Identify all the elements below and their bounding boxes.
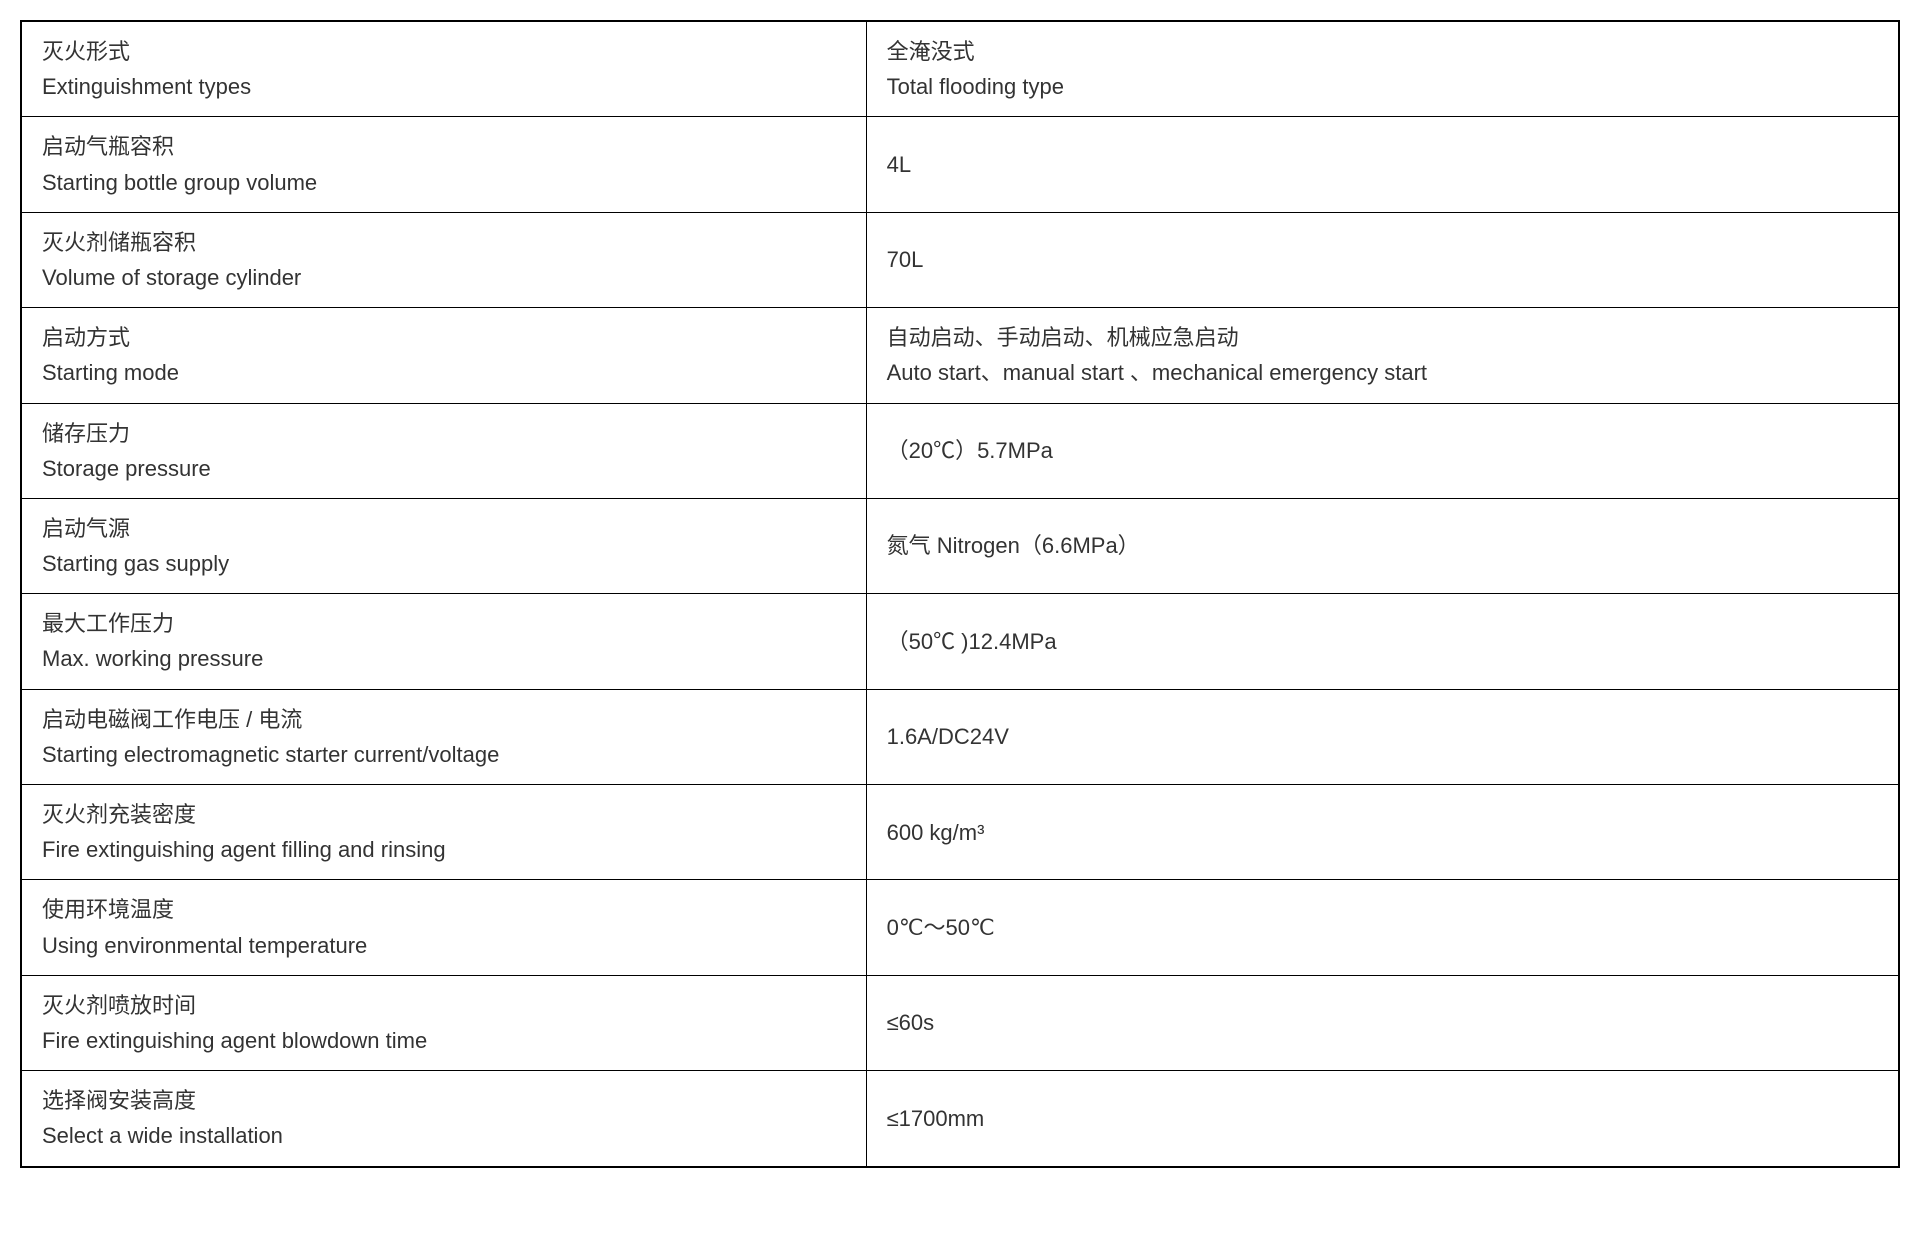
label-cell: 最大工作压力 Max. working pressure (21, 594, 866, 689)
table-row: 使用环境温度 Using environmental temperature 0… (21, 880, 1899, 975)
table-row: 启动气瓶容积 Starting bottle group volume 4L (21, 117, 1899, 212)
value-text: ≤1700mm (887, 1106, 985, 1131)
label-english: Extinguishment types (42, 69, 846, 104)
label-chinese: 储存压力 (42, 416, 846, 451)
label-english: Starting bottle group volume (42, 165, 846, 200)
label-chinese: 启动气源 (42, 511, 846, 546)
label-english: Starting mode (42, 355, 846, 390)
table-row: 启动气源 Starting gas supply 氮气 Nitrogen（6.6… (21, 498, 1899, 593)
label-chinese: 选择阀安装高度 (42, 1083, 846, 1118)
value-text: 4L (887, 152, 911, 177)
value-chinese: 全淹没式 (887, 34, 1878, 69)
value-cell: 600 kg/m³ (866, 785, 1899, 880)
label-cell: 灭火剂充装密度 Fire extinguishing agent filling… (21, 785, 866, 880)
label-cell: 储存压力 Storage pressure (21, 403, 866, 498)
label-cell: 灭火形式 Extinguishment types (21, 21, 866, 117)
value-cell: （50℃ )12.4MPa (866, 594, 1899, 689)
table-row: 灭火剂储瓶容积 Volume of storage cylinder 70L (21, 212, 1899, 307)
label-chinese: 最大工作压力 (42, 606, 846, 641)
value-text: （20℃）5.7MPa (887, 438, 1053, 463)
label-english: Max. working pressure (42, 641, 846, 676)
table-row: 灭火剂喷放时间 Fire extinguishing agent blowdow… (21, 975, 1899, 1070)
value-cell: ≤60s (866, 975, 1899, 1070)
label-chinese: 灭火剂充装密度 (42, 797, 846, 832)
value-text: ≤60s (887, 1010, 935, 1035)
label-english: Using environmental temperature (42, 928, 846, 963)
label-chinese: 启动方式 (42, 320, 846, 355)
value-text: 70L (887, 247, 924, 272)
specifications-table: 灭火形式 Extinguishment types 全淹没式 Total flo… (20, 20, 1900, 1168)
label-english: Starting gas supply (42, 546, 846, 581)
label-english: Fire extinguishing agent filling and rin… (42, 832, 846, 867)
label-english: Storage pressure (42, 451, 846, 486)
value-text: 1.6A/DC24V (887, 724, 1009, 749)
value-english: Total flooding type (887, 69, 1878, 104)
value-cell: 0℃～50℃ (866, 880, 1899, 975)
table-row: 灭火形式 Extinguishment types 全淹没式 Total flo… (21, 21, 1899, 117)
label-english: Fire extinguishing agent blowdown time (42, 1023, 846, 1058)
label-chinese: 使用环境温度 (42, 892, 846, 927)
value-text: （50℃ )12.4MPa (887, 629, 1057, 654)
label-cell: 启动方式 Starting mode (21, 308, 866, 403)
label-english: Volume of storage cylinder (42, 260, 846, 295)
value-cell: 70L (866, 212, 1899, 307)
label-chinese: 灭火形式 (42, 34, 846, 69)
table-row: 储存压力 Storage pressure （20℃）5.7MPa (21, 403, 1899, 498)
table-row: 选择阀安装高度 Select a wide installation ≤1700… (21, 1071, 1899, 1167)
label-english: Starting electromagnetic starter current… (42, 737, 846, 772)
label-cell: 选择阀安装高度 Select a wide installation (21, 1071, 866, 1167)
value-cell: 全淹没式 Total flooding type (866, 21, 1899, 117)
value-text: 0℃～50℃ (887, 915, 995, 940)
label-cell: 灭火剂储瓶容积 Volume of storage cylinder (21, 212, 866, 307)
table-row: 启动方式 Starting mode 自动启动、手动启动、机械应急启动 Auto… (21, 308, 1899, 403)
label-cell: 使用环境温度 Using environmental temperature (21, 880, 866, 975)
value-text: 600 kg/m³ (887, 820, 985, 845)
value-cell: 1.6A/DC24V (866, 689, 1899, 784)
value-cell: （20℃）5.7MPa (866, 403, 1899, 498)
label-chinese: 启动气瓶容积 (42, 129, 846, 164)
table-body: 灭火形式 Extinguishment types 全淹没式 Total flo… (21, 21, 1899, 1167)
table-row: 灭火剂充装密度 Fire extinguishing agent filling… (21, 785, 1899, 880)
table-row: 启动电磁阀工作电压 / 电流 Starting electromagnetic … (21, 689, 1899, 784)
value-cell: 4L (866, 117, 1899, 212)
value-cell: 氮气 Nitrogen（6.6MPa） (866, 498, 1899, 593)
table-row: 最大工作压力 Max. working pressure （50℃ )12.4M… (21, 594, 1899, 689)
label-cell: 启动电磁阀工作电压 / 电流 Starting electromagnetic … (21, 689, 866, 784)
label-chinese: 灭火剂储瓶容积 (42, 225, 846, 260)
value-text: 氮气 Nitrogen（6.6MPa） (887, 533, 1140, 558)
value-cell: ≤1700mm (866, 1071, 1899, 1167)
label-english: Select a wide installation (42, 1118, 846, 1153)
label-cell: 启动气瓶容积 Starting bottle group volume (21, 117, 866, 212)
value-chinese: 自动启动、手动启动、机械应急启动 (887, 320, 1878, 355)
label-cell: 启动气源 Starting gas supply (21, 498, 866, 593)
label-chinese: 灭火剂喷放时间 (42, 988, 846, 1023)
value-cell: 自动启动、手动启动、机械应急启动 Auto start、manual start… (866, 308, 1899, 403)
value-english: Auto start、manual start 、mechanical emer… (887, 355, 1878, 390)
label-cell: 灭火剂喷放时间 Fire extinguishing agent blowdow… (21, 975, 866, 1070)
label-chinese: 启动电磁阀工作电压 / 电流 (42, 702, 846, 737)
